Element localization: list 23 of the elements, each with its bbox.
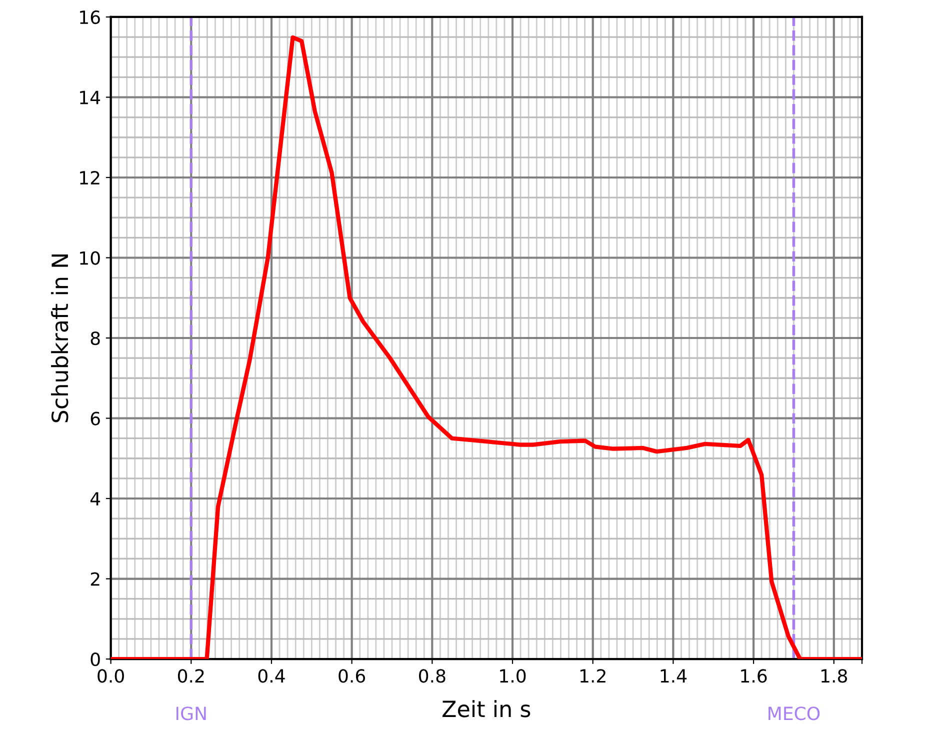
y-tick-label: 10 [80, 251, 100, 265]
y-tick-label: 2 [90, 572, 100, 586]
x-tick-label: 0.6 [338, 669, 366, 683]
x-tick-label: 0.0 [98, 669, 124, 683]
y-tick-label: 14 [80, 90, 100, 104]
y-tick-label: 16 [80, 10, 100, 24]
x-tick-label: 0.4 [258, 669, 285, 683]
y-axis-title: Schubkraft in N [51, 254, 68, 422]
ref-line-label: IGN [176, 706, 206, 720]
x-tick-label: 1.8 [822, 669, 848, 683]
y-tick-label: 8 [90, 331, 100, 346]
x-tick-label: 1.0 [500, 669, 526, 683]
x-tick-label: 1.2 [580, 669, 606, 682]
y-tick-label: 0 [90, 652, 100, 666]
y-tick-label: 4 [90, 492, 100, 506]
x-tick-label: 0.2 [178, 669, 204, 683]
y-tick-label: 6 [90, 412, 100, 426]
x-tick-label: 1.4 [660, 669, 687, 682]
x-axis-title: Zeit in s [442, 700, 530, 718]
y-tick-label: 12 [80, 170, 100, 184]
x-tick-label: 0.8 [419, 669, 446, 683]
x-tick-label: 1.6 [741, 669, 767, 683]
ref-line-label: MECO [768, 706, 820, 720]
